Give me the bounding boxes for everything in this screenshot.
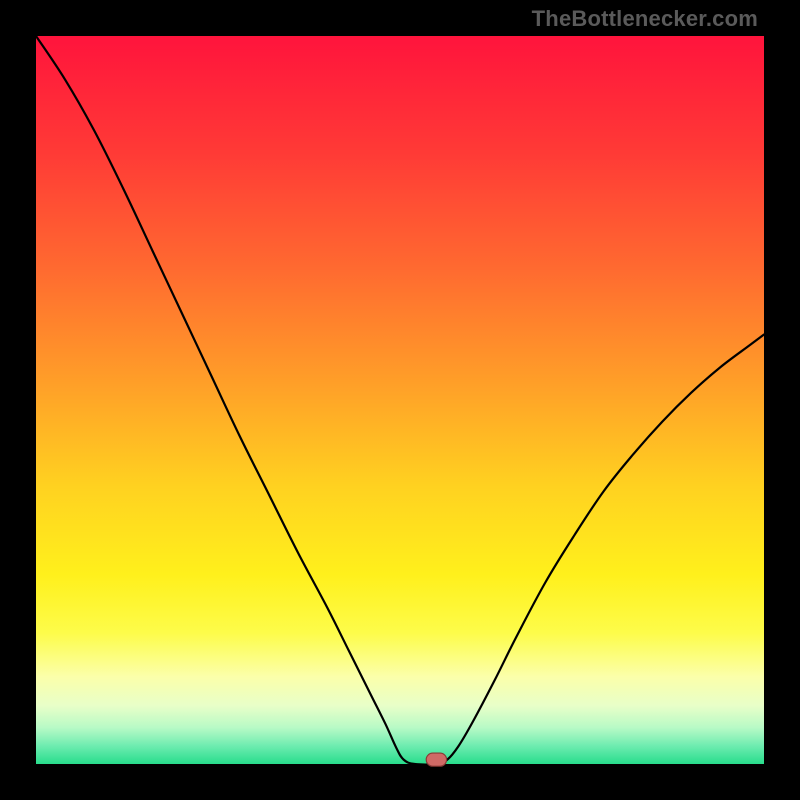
chart-frame: TheBottlenecker.com [0,0,800,800]
bottleneck-chart [0,0,800,800]
bottleneck-marker [426,753,446,766]
watermark-label: TheBottlenecker.com [532,6,758,32]
